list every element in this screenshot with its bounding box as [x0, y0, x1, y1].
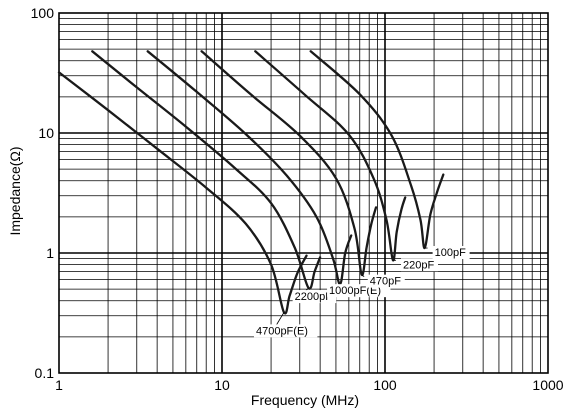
annotation-label-470pf: 470pF [370, 276, 401, 288]
y-tick-label: 0.1 [35, 365, 55, 381]
annotation-background [292, 290, 337, 304]
x-axis-label: Frequency (MHz) [251, 392, 359, 408]
x-tick-label: 10 [214, 377, 230, 393]
annotation-label-100pf: 100pF [435, 247, 466, 259]
annotation-label-4700pf-e: 4700pF(E) [256, 325, 308, 337]
series-line-1000pf-e [146, 50, 353, 286]
annotation-label-220pf: 220pF [403, 259, 434, 271]
grid [59, 13, 548, 373]
x-tick-label: 1 [55, 377, 63, 393]
annotation-background [432, 246, 470, 260]
y-tick-label: 1 [46, 245, 54, 261]
series-line-470pf [200, 50, 378, 276]
annotation-label-2200pf: 2200pF [295, 291, 333, 303]
series-line-100pf [309, 50, 445, 250]
annotation-leader [361, 274, 365, 277]
y-tick-label: 100 [31, 5, 55, 21]
annotation-leader [275, 312, 285, 327]
series-layer [57, 50, 445, 315]
annotation-background [367, 274, 405, 288]
y-axis-label: Impedance(Ω) [7, 146, 23, 235]
plot-frame [58, 12, 549, 374]
x-tick-label: 100 [373, 377, 397, 393]
x-tick-label: 1000 [532, 377, 563, 393]
annotation-background [401, 258, 439, 272]
series-line-220pf [254, 50, 407, 262]
series-line-2200pf [91, 50, 322, 290]
annotation-label-1000pf-e: 1000pF(E) [329, 285, 381, 297]
series-line-4700pf-e [57, 71, 308, 315]
y-tick-label: 10 [38, 125, 54, 141]
annotation-background [253, 324, 318, 338]
